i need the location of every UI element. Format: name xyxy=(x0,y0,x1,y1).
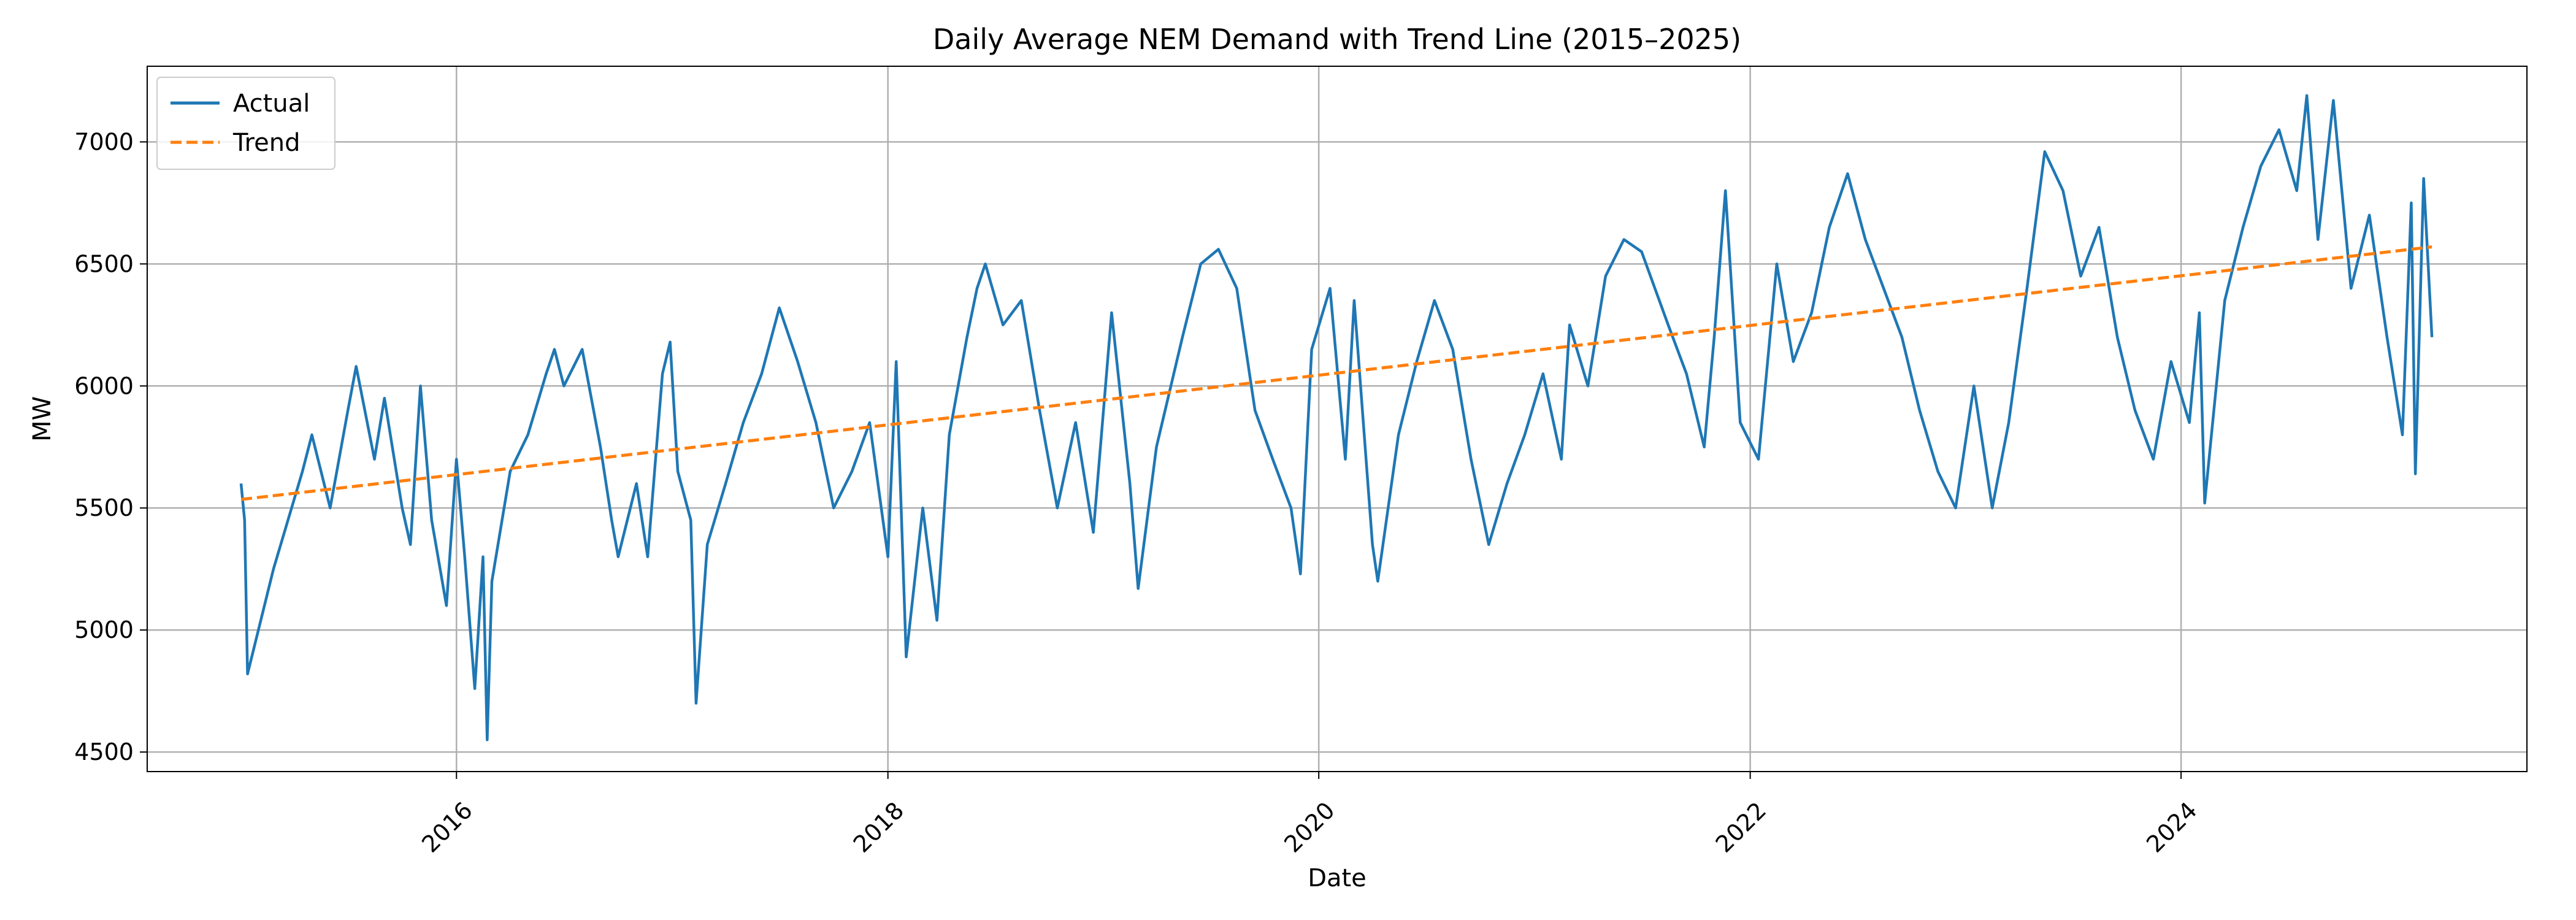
y-tick-label: 6000 xyxy=(74,372,134,399)
y-tick-label: 6500 xyxy=(74,250,134,277)
legend-label-trend: Trend xyxy=(232,129,300,157)
x-axis-label: Date xyxy=(1308,864,1367,892)
chart-title: Daily Average NEM Demand with Trend Line… xyxy=(933,23,1741,56)
y-axis-label: MW xyxy=(28,396,56,442)
y-tick-label: 5500 xyxy=(74,494,134,521)
series-line-actual xyxy=(239,94,2434,742)
series-line-trend xyxy=(240,245,2432,501)
legend: Actual Trend xyxy=(156,77,335,170)
plot-frame xyxy=(147,66,2528,772)
series-layer xyxy=(239,94,2434,742)
legend-box xyxy=(156,77,335,170)
y-tick-label: 5000 xyxy=(74,616,134,643)
legend-label-actual: Actual xyxy=(233,90,310,118)
y-tick-label: 7000 xyxy=(74,128,134,155)
y-tick-label: 4500 xyxy=(74,738,134,765)
